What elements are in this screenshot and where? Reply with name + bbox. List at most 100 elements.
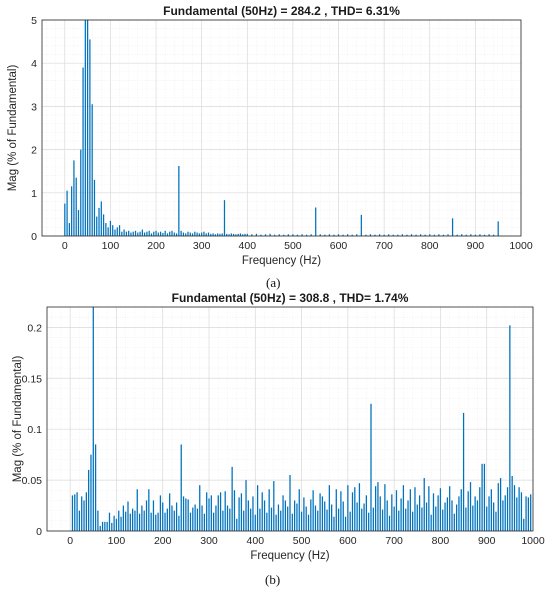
x-tick-label: 200 — [154, 535, 172, 547]
x-tick-labels-b: 0 100 200 300 400 500 600 700 800 900 1000 — [67, 535, 545, 547]
bar — [319, 234, 321, 236]
bar — [196, 232, 198, 236]
bar — [333, 516, 335, 531]
bar — [75, 177, 77, 236]
bar — [310, 499, 312, 531]
bar — [393, 506, 395, 531]
bar — [111, 522, 113, 531]
bar — [88, 469, 90, 531]
bar — [205, 233, 207, 236]
bar — [402, 485, 405, 531]
bar — [424, 234, 426, 236]
bar — [128, 230, 130, 236]
bar — [283, 234, 285, 236]
bar — [344, 516, 347, 531]
bar — [356, 502, 358, 531]
y-tick-label: 3 — [31, 101, 37, 113]
bar — [488, 496, 490, 531]
bar — [430, 514, 432, 531]
bar — [217, 233, 219, 236]
bar — [120, 516, 122, 531]
bar — [458, 496, 460, 531]
bar — [196, 508, 199, 531]
bar — [123, 229, 125, 236]
bar — [68, 223, 70, 236]
bar — [224, 491, 226, 531]
bar — [118, 510, 120, 531]
bar — [148, 489, 150, 531]
bar — [254, 514, 256, 531]
bar — [300, 511, 303, 531]
bar — [277, 504, 280, 531]
bar — [397, 234, 399, 236]
bar — [307, 514, 310, 531]
bar — [152, 500, 155, 531]
bar — [368, 512, 370, 531]
bar — [415, 234, 417, 236]
bar — [280, 510, 282, 531]
bar — [146, 231, 148, 236]
bar — [314, 505, 317, 531]
chart-title-b: Fundamental (50Hz) = 308.8 , THD= 1.74% — [172, 291, 409, 305]
bar — [229, 508, 231, 531]
bar — [92, 307, 94, 531]
bar — [242, 234, 244, 236]
bar — [483, 463, 486, 531]
x-tick-label: 900 — [467, 240, 485, 252]
bar — [178, 166, 180, 236]
y-tick-label: 0 — [31, 231, 37, 243]
bar — [231, 466, 233, 531]
bar — [476, 500, 479, 531]
bar — [315, 207, 317, 236]
bar — [388, 515, 391, 531]
bar-series-a — [64, 20, 499, 237]
bar — [206, 492, 208, 531]
bar — [451, 500, 453, 531]
y-tick-labels-a: 0 1 2 3 4 5 — [31, 15, 37, 243]
x-tick-label: 300 — [200, 535, 218, 547]
bar — [406, 234, 408, 236]
bar — [525, 496, 527, 531]
bar — [223, 200, 226, 236]
bar — [405, 508, 407, 531]
bar — [187, 499, 189, 531]
bar — [235, 234, 237, 236]
bar — [481, 463, 483, 531]
bar — [143, 510, 145, 531]
bar — [372, 507, 374, 531]
bar — [148, 230, 150, 236]
bar — [136, 489, 138, 531]
bar — [221, 233, 223, 236]
bar — [499, 478, 502, 531]
bar — [76, 492, 78, 531]
bar — [145, 500, 148, 531]
bar — [261, 492, 263, 531]
bar — [506, 487, 509, 531]
bar — [465, 507, 467, 531]
bar — [511, 476, 513, 531]
bar — [386, 500, 388, 531]
bar — [293, 500, 296, 531]
bar — [400, 498, 402, 531]
bar — [374, 486, 377, 531]
bar — [256, 485, 259, 531]
bar — [268, 489, 270, 531]
bar — [483, 234, 486, 236]
bar — [93, 179, 96, 236]
bar — [96, 216, 98, 236]
bar — [83, 500, 85, 531]
bar — [363, 503, 365, 531]
bar — [171, 230, 173, 236]
bar — [284, 500, 287, 531]
bar — [391, 494, 393, 531]
bar — [118, 225, 121, 236]
bar — [182, 232, 185, 236]
bar — [212, 233, 214, 236]
bar — [105, 223, 107, 236]
bar — [474, 496, 476, 531]
bar — [64, 203, 66, 236]
bar — [208, 498, 210, 531]
bar — [438, 234, 440, 236]
bar — [214, 234, 216, 236]
